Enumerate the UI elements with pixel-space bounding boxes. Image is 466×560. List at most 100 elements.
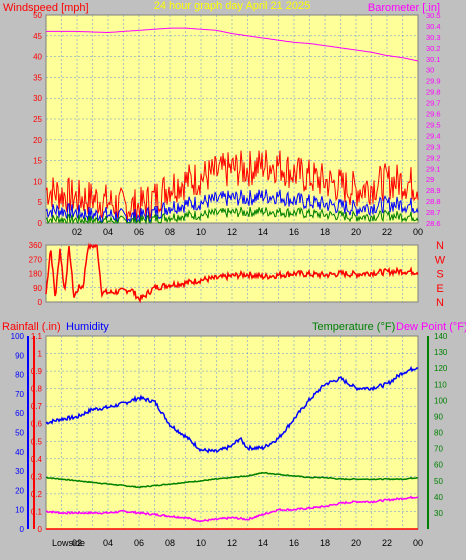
x-tick-label: 06 — [134, 227, 144, 237]
wind-direction-series — [45, 242, 419, 304]
humidity-tick-label: 100 — [11, 332, 25, 341]
x-tick-label: 10 — [196, 538, 206, 548]
wind-tick-label: 30 — [33, 94, 42, 103]
humidity-tick-label: 80 — [15, 371, 24, 380]
baro-tick-label: 30.3 — [426, 33, 441, 42]
wind-tick-label: 5 — [38, 198, 43, 207]
temp-tick-label: 80 — [434, 429, 443, 438]
temp-humidity-series — [45, 365, 419, 530]
wind-tick-label: 15 — [33, 157, 42, 166]
barometer-line — [46, 27, 419, 62]
temp-tick-label: 110 — [434, 380, 447, 389]
rain-tick-label: 0.2 — [31, 490, 43, 499]
humidity-tick-label: 50 — [15, 429, 24, 438]
baro-tick-label: 30.5 — [426, 11, 441, 20]
temp-tick-label: 130 — [434, 348, 448, 357]
humidity-line — [45, 365, 419, 454]
baro-tick-label: 29.2 — [426, 153, 441, 162]
baro-tick-label: 29.5 — [426, 120, 441, 129]
compass-label: S — [436, 269, 443, 281]
wind-baro-series — [45, 27, 419, 225]
temp-x-axis: 02 04 06 08 10 12 14 16 18 20 22 00 — [72, 538, 423, 548]
x-tick-label: 04 — [103, 227, 113, 237]
wind-tick-label: 45 — [33, 32, 42, 41]
wind-tick-label: 0 — [38, 219, 43, 228]
compass-label: E — [436, 283, 443, 295]
baro-tick-label: 28.9 — [426, 186, 441, 195]
dewpoint-axis-title: Dew Point (°F) — [396, 321, 466, 333]
baro-y-axis: 28.628.728.828.92929.129.229.329.429.529… — [426, 11, 441, 228]
rain-tick-label: 0.5 — [31, 437, 43, 446]
x-tick-label: 10 — [196, 227, 206, 237]
baro-tick-label: 29.9 — [426, 77, 441, 86]
compass-label: N — [436, 297, 444, 309]
rainfall-axis-title: Rainfall (.in) — [2, 321, 61, 333]
wind-tick-label: 25 — [33, 115, 42, 124]
baro-tick-label: 29.6 — [426, 110, 441, 119]
compass-label: N — [436, 240, 444, 252]
wind-direction-line — [45, 242, 419, 304]
temp-tick-label: 50 — [434, 477, 443, 486]
x-tick-label: 08 — [165, 227, 175, 237]
rain-tick-label: 0.1 — [31, 507, 43, 516]
baro-tick-label: 28.7 — [426, 208, 441, 217]
wind-tick-label: 20 — [33, 136, 42, 145]
temp-tick-label: 120 — [434, 364, 448, 373]
wind-tick-label: 10 — [33, 177, 42, 186]
dewpoint-line — [46, 495, 419, 523]
temp-tick-label: 60 — [434, 461, 443, 470]
temp-tick-label: 140 — [434, 332, 448, 341]
baro-tick-label: 30.2 — [426, 44, 441, 53]
wind-y-axis: 0 5 10 15 20 25 30 35 40 45 50 — [33, 11, 42, 228]
direction-tick-label: 90 — [33, 284, 42, 293]
direction-tick-label: 360 — [29, 241, 43, 250]
x-tick-label: 04 — [103, 538, 113, 548]
baro-tick-label: 29.7 — [426, 99, 441, 108]
x-tick-label: 16 — [289, 538, 299, 548]
x-tick-label: 06 — [134, 538, 144, 548]
baro-tick-label: 28.6 — [426, 219, 441, 228]
baro-tick-label: 28.8 — [426, 197, 441, 206]
wind-tick-label: 50 — [33, 11, 42, 20]
x-tick-label: 22 — [382, 538, 392, 548]
temperature-axis-title: Temperature (°F) — [312, 321, 395, 333]
x-tick-label: 08 — [165, 538, 175, 548]
rain-tick-label: 1.1 — [31, 332, 43, 341]
x-tick-label: 18 — [320, 227, 330, 237]
temp-humidity-grid — [46, 336, 418, 529]
wind-low-line — [45, 206, 419, 225]
baro-tick-label: 29.8 — [426, 88, 441, 97]
baro-tick-label: 29.4 — [426, 131, 441, 140]
rain-tick-label: 0.9 — [31, 367, 43, 376]
rain-tick-label: 0.6 — [31, 420, 43, 429]
direction-tick-label: 0 — [38, 298, 43, 307]
wind-tick-label: 35 — [33, 73, 42, 82]
wind-x-axis: 02 04 06 08 10 12 14 16 18 20 22 00 — [72, 227, 423, 237]
temp-y-axis: 30 40 50 60 70 80 90 100 110 120 130 140 — [427, 332, 448, 529]
graph-title: 24 hour graph day April 21 2025 — [154, 0, 311, 12]
wind-tick-label: 40 — [33, 53, 42, 62]
rain-tick-label: 0 — [38, 525, 43, 534]
baro-tick-label: 29.3 — [426, 142, 441, 151]
wind-axis-title: Windspeed [mph] — [3, 2, 89, 14]
temp-tick-label: 90 — [434, 412, 443, 421]
baro-tick-label: 29.1 — [426, 164, 441, 173]
humidity-tick-label: 60 — [15, 409, 24, 418]
x-tick-label: 16 — [289, 227, 299, 237]
x-tick-label: 00 — [413, 227, 423, 237]
x-tick-label: 14 — [258, 227, 268, 237]
wind-average-line — [45, 189, 419, 224]
x-tick-label: 00 — [413, 538, 423, 548]
temp-tick-label: 40 — [434, 493, 443, 502]
temp-tick-label: 30 — [434, 509, 443, 518]
direction-tick-label: 180 — [29, 270, 43, 279]
baro-tick-label: 30.4 — [426, 22, 441, 31]
wind-direction-grid — [46, 245, 418, 302]
x-tick-label: 14 — [258, 538, 268, 548]
direction-y-axis: 0 90 180 270 360 — [29, 241, 43, 307]
compass-label: W — [435, 254, 446, 266]
rain-tick-label: 1 — [38, 350, 43, 359]
x-tick-label: 22 — [382, 227, 392, 237]
baro-axis-title: Barometer [.in] — [368, 2, 440, 14]
